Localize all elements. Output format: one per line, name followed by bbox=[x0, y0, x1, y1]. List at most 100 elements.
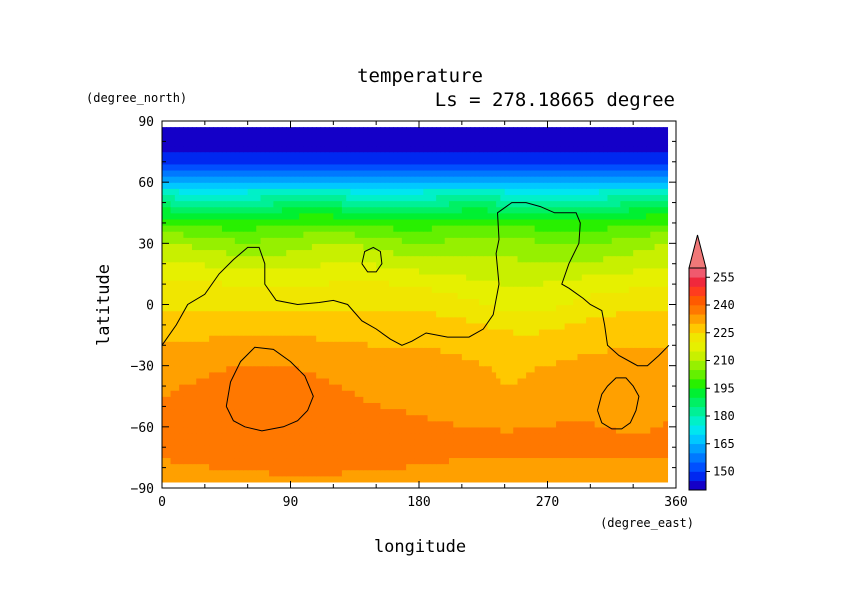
heatmap-cell bbox=[628, 255, 634, 263]
heatmap-cell bbox=[187, 439, 193, 446]
heatmap-cell bbox=[624, 310, 630, 318]
heatmap-cell bbox=[217, 322, 223, 330]
heatmap-cell bbox=[406, 224, 412, 232]
heatmap-cell bbox=[286, 322, 292, 330]
heatmap-cell bbox=[380, 439, 386, 446]
heatmap-cell bbox=[474, 420, 480, 428]
heatmap-cell bbox=[478, 286, 484, 293]
heatmap-cell bbox=[436, 414, 442, 422]
heatmap-cell bbox=[324, 432, 330, 440]
heatmap-cell bbox=[590, 231, 596, 238]
heatmap-cell bbox=[269, 439, 274, 446]
heatmap-cell bbox=[423, 322, 429, 330]
heatmap-cell bbox=[277, 475, 283, 483]
heatmap-cell bbox=[628, 414, 634, 422]
heatmap-cell bbox=[226, 432, 232, 440]
heatmap-cell bbox=[547, 261, 553, 269]
heatmap-cell bbox=[461, 469, 467, 477]
heatmap-cell bbox=[448, 469, 454, 477]
heatmap-cell bbox=[234, 396, 240, 403]
heatmap-cell bbox=[654, 469, 660, 477]
heatmap-cell bbox=[256, 439, 262, 446]
heatmap-cell bbox=[277, 286, 283, 293]
heatmap-cell bbox=[286, 347, 292, 355]
heatmap-cell bbox=[526, 377, 531, 385]
heatmap-cell bbox=[658, 280, 664, 287]
heatmap-cell bbox=[166, 475, 172, 483]
heatmap-cell bbox=[628, 267, 634, 275]
heatmap-cell bbox=[187, 322, 193, 330]
heatmap-cell bbox=[466, 310, 471, 318]
heatmap-cell bbox=[560, 365, 566, 373]
heatmap-cell bbox=[658, 371, 664, 379]
heatmap-cell bbox=[556, 255, 561, 263]
heatmap-cell bbox=[598, 371, 604, 379]
heatmap-cell bbox=[260, 390, 266, 397]
heatmap-cell bbox=[346, 457, 352, 465]
heatmap-cell bbox=[311, 261, 317, 269]
heatmap-cell bbox=[466, 292, 471, 299]
heatmap-cell bbox=[620, 420, 626, 428]
heatmap-cell bbox=[174, 402, 180, 410]
heatmap-cell bbox=[350, 231, 356, 238]
heatmap-cell bbox=[329, 322, 334, 330]
heatmap-cell bbox=[354, 267, 360, 275]
heatmap-cell bbox=[526, 267, 531, 275]
heatmap-cell bbox=[179, 341, 185, 348]
heatmap-cell bbox=[448, 280, 454, 287]
heatmap-cell bbox=[286, 390, 292, 397]
heatmap-cell bbox=[294, 298, 300, 306]
heatmap-cell bbox=[346, 292, 352, 299]
heatmap-cell bbox=[209, 304, 214, 312]
heatmap-cell bbox=[234, 426, 240, 434]
heatmap-cell bbox=[543, 396, 549, 403]
heatmap-cell bbox=[431, 371, 437, 379]
heatmap-cell bbox=[234, 408, 240, 416]
heatmap-cell bbox=[500, 322, 506, 330]
heatmap-cell bbox=[534, 316, 540, 324]
heatmap-cell bbox=[470, 384, 476, 391]
heatmap-cell bbox=[504, 463, 510, 471]
heatmap-cell bbox=[401, 261, 407, 269]
heatmap-cell bbox=[324, 402, 330, 410]
heatmap-cell bbox=[359, 451, 364, 459]
heatmap-cell bbox=[508, 420, 514, 428]
heatmap-cell bbox=[654, 304, 660, 312]
heatmap-cell bbox=[170, 328, 176, 336]
heatmap-cell bbox=[346, 432, 352, 440]
heatmap-cell bbox=[363, 371, 369, 379]
heatmap-cell bbox=[247, 384, 253, 391]
heatmap-cell bbox=[363, 231, 369, 238]
heatmap-cell bbox=[329, 341, 334, 348]
heatmap-cell bbox=[329, 371, 334, 379]
heatmap-cell bbox=[457, 286, 463, 293]
heatmap-cell bbox=[401, 432, 407, 440]
heatmap-cell bbox=[311, 414, 317, 422]
heatmap-cell bbox=[410, 377, 416, 385]
heatmap-cell bbox=[594, 469, 600, 477]
heatmap-cell bbox=[633, 402, 639, 410]
heatmap-cell bbox=[470, 469, 476, 477]
heatmap-cell bbox=[633, 322, 639, 330]
heatmap-cell bbox=[393, 286, 399, 293]
heatmap-cell bbox=[594, 292, 600, 299]
heatmap-cell bbox=[607, 420, 613, 428]
heatmap-cell bbox=[483, 451, 489, 459]
heatmap-cell bbox=[607, 231, 613, 238]
heatmap-cell bbox=[594, 451, 600, 459]
heatmap-cell bbox=[607, 341, 613, 348]
heatmap-cell bbox=[530, 414, 536, 422]
heatmap-cell bbox=[564, 237, 570, 244]
heatmap-cell bbox=[646, 402, 651, 410]
heatmap-cell bbox=[440, 365, 446, 373]
heatmap-cell bbox=[200, 353, 206, 361]
heatmap-cell bbox=[376, 237, 382, 244]
heatmap-cell bbox=[204, 445, 210, 452]
heatmap-cell bbox=[448, 445, 454, 452]
heatmap-cell bbox=[213, 328, 219, 336]
heatmap-cell bbox=[586, 359, 591, 367]
heatmap-cell bbox=[183, 359, 189, 367]
heatmap-cell bbox=[307, 273, 313, 281]
heatmap-cell bbox=[329, 261, 334, 269]
heatmap-cell bbox=[487, 286, 493, 293]
